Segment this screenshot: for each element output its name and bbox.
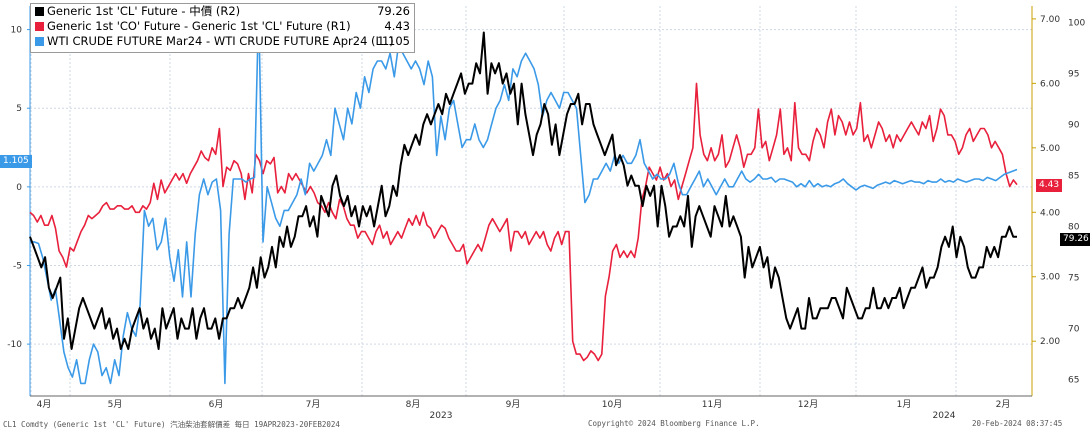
legend-item-wti-spread: WTI CRUDE FUTURE Mar24 - WTI CRUDE FUTUR…	[31, 34, 414, 49]
legend-value: 1.105	[377, 34, 410, 48]
legend-value: 4.43	[384, 19, 410, 33]
right-r2-tick-label: 6.00	[1040, 79, 1060, 89]
right-r1-tick-label: 95	[1068, 69, 1079, 79]
right-r2-tick-label: 4.00	[1040, 208, 1060, 218]
x-tick-label: 6月	[209, 399, 224, 410]
series-line	[29, 82, 1018, 362]
left-tick-label: -5	[13, 261, 22, 271]
series-line	[29, 31, 1017, 350]
legend-swatch-black	[35, 7, 44, 16]
legend-item-co-cl: Generic 1st 'CO' Future - Generic 1st 'C…	[31, 19, 414, 34]
chart-legend: Generic 1st 'CL' Future - 中價 (R2) 79.26 …	[30, 3, 415, 53]
x-tick-label: 4月	[37, 399, 52, 410]
right-r2-tick-label: 7.00	[1040, 15, 1060, 25]
right-r1-tick-label: 100	[1068, 18, 1085, 28]
footer-center: Copyright© 2024 Bloomberg Finance L.P.	[588, 419, 760, 428]
series-line	[30, 5, 1018, 385]
legend-item-cl-mid: Generic 1st 'CL' Future - 中價 (R2) 79.26	[31, 4, 414, 19]
x-tick-label: 1月	[897, 399, 912, 410]
footer-right: 20-Feb-2024 08:37:45	[972, 419, 1063, 428]
left-tick-label: -10	[7, 340, 22, 350]
x-tick-label: 8月	[406, 399, 421, 410]
right-r2-tick-label: 2.00	[1040, 337, 1060, 347]
right-r2-tick-label: 3.00	[1040, 273, 1060, 283]
footer-left: CL1 Comdty (Generic 1st 'CL' Future) 汽油柴…	[3, 420, 340, 429]
x-tick-label: 12月	[798, 399, 818, 410]
legend-label: WTI CRUDE FUTURE Mar24 - WTI CRUDE FUTUR…	[47, 34, 394, 48]
legend-value: 79.26	[377, 4, 410, 18]
legend-swatch-red	[35, 22, 44, 31]
legend-swatch-blue	[35, 37, 44, 46]
x-tick-label: 2月	[996, 399, 1011, 410]
legend-label: Generic 1st 'CL' Future - 中價 (R2)	[47, 4, 241, 18]
left-tick-label: 5	[16, 104, 22, 114]
x-tick-label: 5月	[108, 399, 123, 410]
left-tick-label: 0	[16, 183, 22, 193]
x-tick-label: 11月	[702, 399, 722, 410]
right-r1-tick-label: 65	[1068, 376, 1079, 386]
right-r2-tick-label: 5.00	[1040, 144, 1060, 154]
tag-black-value: 79.26	[1060, 233, 1090, 246]
year-label: 2023	[430, 411, 453, 421]
right-r1-tick-label: 80	[1068, 223, 1080, 233]
year-label: 2024	[933, 411, 956, 421]
x-tick-label: 9月	[506, 399, 521, 410]
tag-left-value: 1.105	[0, 155, 32, 168]
right-r1-tick-label: 70	[1068, 325, 1080, 335]
right-r1-tick-label: 85	[1068, 171, 1079, 181]
tag-red-value: 4.43	[1036, 179, 1063, 192]
x-tick-label: 10月	[602, 399, 622, 410]
left-tick-label: 10	[11, 26, 23, 36]
right-r1-tick-label: 90	[1068, 120, 1080, 130]
legend-label: Generic 1st 'CO' Future - Generic 1st 'C…	[47, 19, 351, 33]
x-tick-label: 7月	[306, 399, 321, 410]
right-r1-tick-label: 75	[1068, 274, 1079, 284]
